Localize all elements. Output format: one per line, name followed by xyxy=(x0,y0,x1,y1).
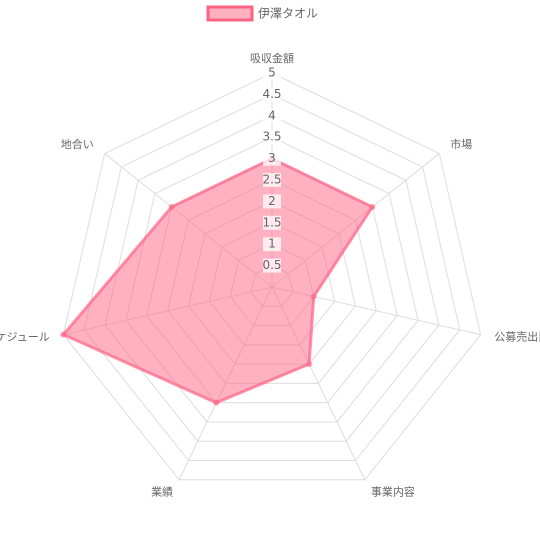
legend-swatch xyxy=(206,5,254,22)
grid-line xyxy=(62,72,482,481)
data-point xyxy=(213,399,220,406)
y-tick-label: 3.5 xyxy=(262,130,281,144)
tick-backdrop xyxy=(263,194,281,209)
tick-backdrop xyxy=(263,215,281,230)
axis-label: 業績 xyxy=(151,484,173,498)
data-point xyxy=(306,361,313,368)
data-point xyxy=(369,203,376,210)
data-point xyxy=(310,293,317,300)
axis-label: 事業内容 xyxy=(371,484,415,498)
axis-label: スケジュール xyxy=(0,331,50,344)
y-tick-label: 4 xyxy=(268,108,276,122)
y-tick-label: 0.5 xyxy=(262,258,281,272)
tick-backdrop xyxy=(263,258,281,273)
y-tick-label: 1 xyxy=(268,237,276,251)
grid-line xyxy=(125,136,419,423)
tick-backdrop xyxy=(263,237,281,252)
y-tick-label: 3 xyxy=(268,151,276,165)
y-tick-label: 1.5 xyxy=(262,215,281,229)
tick-backdrop xyxy=(263,108,281,123)
axis-label: 吸収金額 xyxy=(250,51,294,65)
tick-backdrop xyxy=(263,87,281,102)
legend-label: 伊澤タオル xyxy=(258,7,318,21)
tick-backdrop xyxy=(263,173,281,187)
y-tick-label: 2 xyxy=(268,194,276,208)
grid-line xyxy=(83,93,461,462)
y-tick-label: 5 xyxy=(268,66,276,80)
tick-backdrop xyxy=(263,66,281,80)
y-tick-label: 2.5 xyxy=(262,173,281,187)
grid-line xyxy=(104,115,440,442)
axis-label: 公募売出比 xyxy=(494,330,540,344)
tick-backdrop xyxy=(263,151,281,166)
data-point xyxy=(168,203,175,210)
axis-label: 地合い xyxy=(61,137,94,151)
y-tick-label: 4.5 xyxy=(262,87,281,101)
axis-label: 市場 xyxy=(450,137,472,151)
series-area xyxy=(60,156,375,405)
data-point xyxy=(60,331,67,338)
tick-backdrop xyxy=(263,130,281,145)
